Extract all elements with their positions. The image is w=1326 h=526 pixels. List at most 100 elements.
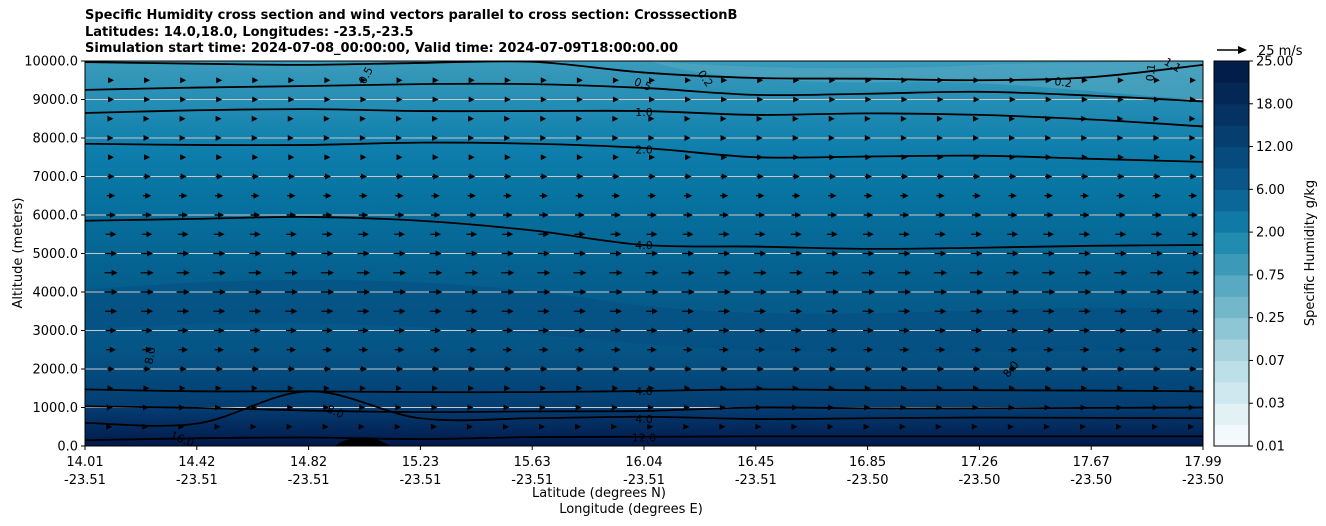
contour-label: 1.0 — [635, 106, 653, 119]
wind-arrow-head — [1013, 269, 1020, 276]
wind-arrow — [754, 231, 766, 238]
wind-arrow — [828, 385, 835, 392]
wind-arrow-head — [505, 366, 512, 372]
wind-arrow-head — [1120, 308, 1127, 315]
colorbar-swatch — [1214, 167, 1249, 190]
wind-arrow — [683, 212, 693, 218]
wind-arrow-head — [756, 385, 763, 392]
wind-arrow — [248, 269, 262, 276]
wind-arrow — [468, 96, 475, 103]
wind-arrow — [251, 115, 258, 122]
wind-arrow — [1186, 308, 1199, 315]
wind-arrow — [429, 250, 442, 257]
wind-arrow — [432, 366, 440, 372]
wind-arrow-head — [1118, 366, 1125, 372]
wind-arrow-head — [1120, 327, 1127, 334]
wind-arrow-head — [865, 77, 872, 84]
wind-arrow-head — [432, 154, 439, 161]
wind-arrow — [899, 327, 910, 334]
wind-arrow-head — [576, 96, 583, 103]
wind-arrow — [829, 96, 836, 103]
wind-arrow-head — [434, 346, 441, 353]
wind-arrow-head — [937, 96, 944, 103]
wind-arrow-head — [902, 366, 909, 372]
wind-arrow-head — [575, 404, 582, 411]
wind-arrow — [683, 404, 690, 411]
colorbar-tick-label: 0.25 — [1256, 311, 1285, 326]
wind-arrow — [897, 269, 912, 276]
wind-arrow — [393, 250, 406, 257]
wind-arrow-head — [579, 231, 586, 238]
wind-arrow — [1150, 308, 1163, 315]
wind-arrow — [1009, 366, 1017, 372]
y-tick-label: 9000.0 — [33, 93, 79, 108]
wind-arrow-head — [436, 269, 443, 276]
wind-arrow — [826, 308, 839, 315]
wind-arrow-head — [432, 385, 439, 392]
wind-arrow-head — [1009, 135, 1016, 141]
wind-arrow — [935, 346, 946, 353]
wind-arrow-head — [649, 154, 655, 161]
wind-arrow — [465, 308, 478, 315]
wind-arrow-head — [1010, 366, 1017, 372]
wind-arrow-head — [394, 423, 401, 430]
wind-arrow — [682, 231, 694, 238]
wind-arrow — [863, 423, 870, 430]
x-tick-label-lat: 16.85 — [849, 455, 886, 470]
wind-arrow — [829, 77, 836, 84]
wind-arrow-head — [1084, 327, 1091, 334]
wind-arrow-head — [1117, 115, 1124, 122]
wind-arrow — [648, 385, 655, 392]
wind-arrow-head — [107, 385, 114, 392]
wind-arrow-head — [832, 269, 839, 276]
wind-arrow — [1188, 423, 1195, 430]
wind-arrow-head — [291, 250, 298, 257]
wind-arrow — [108, 77, 115, 84]
wind-arrow — [537, 308, 550, 315]
wind-arrow-head — [1119, 212, 1126, 218]
wind-arrow-head — [362, 327, 369, 334]
wind-arrow-head — [1009, 96, 1016, 103]
wind-arrow — [970, 308, 983, 315]
wind-arrow-head — [251, 404, 258, 411]
wind-arrow-head — [575, 423, 582, 430]
wind-arrow — [864, 366, 872, 372]
wind-arrow — [645, 269, 659, 276]
wind-arrow-head — [179, 135, 186, 141]
wind-arrow — [575, 404, 582, 411]
wind-arrow — [323, 366, 332, 372]
wind-arrow-head — [865, 154, 872, 161]
wind-arrow — [1115, 327, 1127, 334]
wind-arrow — [756, 366, 764, 372]
wind-arrow-head — [218, 212, 225, 218]
wind-arrow-head — [829, 77, 836, 84]
wind-arrow — [360, 96, 367, 103]
wind-arrow — [682, 327, 694, 334]
wind-arrow — [107, 366, 115, 372]
wind-arrow — [683, 423, 690, 430]
colorbar-swatch — [1214, 82, 1249, 105]
wind-arrow — [468, 135, 475, 141]
wind-arrow-head — [938, 173, 945, 180]
wind-arrow-head — [1190, 366, 1197, 372]
wind-arrow-head — [468, 77, 475, 84]
wind-arrow — [972, 366, 981, 372]
wind-arrow — [143, 366, 151, 372]
wind-arrow — [107, 385, 114, 392]
wind-arrow — [973, 96, 980, 103]
wind-arrow-head — [251, 135, 258, 141]
wind-arrow-head — [612, 154, 619, 161]
contour-label: 2.0 — [635, 144, 653, 157]
wind-arrow-head — [505, 173, 512, 180]
wind-arrow-head — [290, 346, 297, 353]
wind-arrow-head — [939, 212, 946, 218]
wind-arrow-head — [507, 308, 514, 315]
wind-arrow-head — [364, 269, 371, 276]
wind-arrow-head — [649, 96, 655, 103]
wind-arrow — [287, 192, 296, 199]
wind-arrow-head — [108, 154, 115, 161]
wind-arrow-head — [941, 269, 948, 276]
wind-arrow — [647, 212, 657, 218]
wind-arrow-head — [1046, 173, 1053, 180]
wind-arrow — [1045, 115, 1052, 122]
